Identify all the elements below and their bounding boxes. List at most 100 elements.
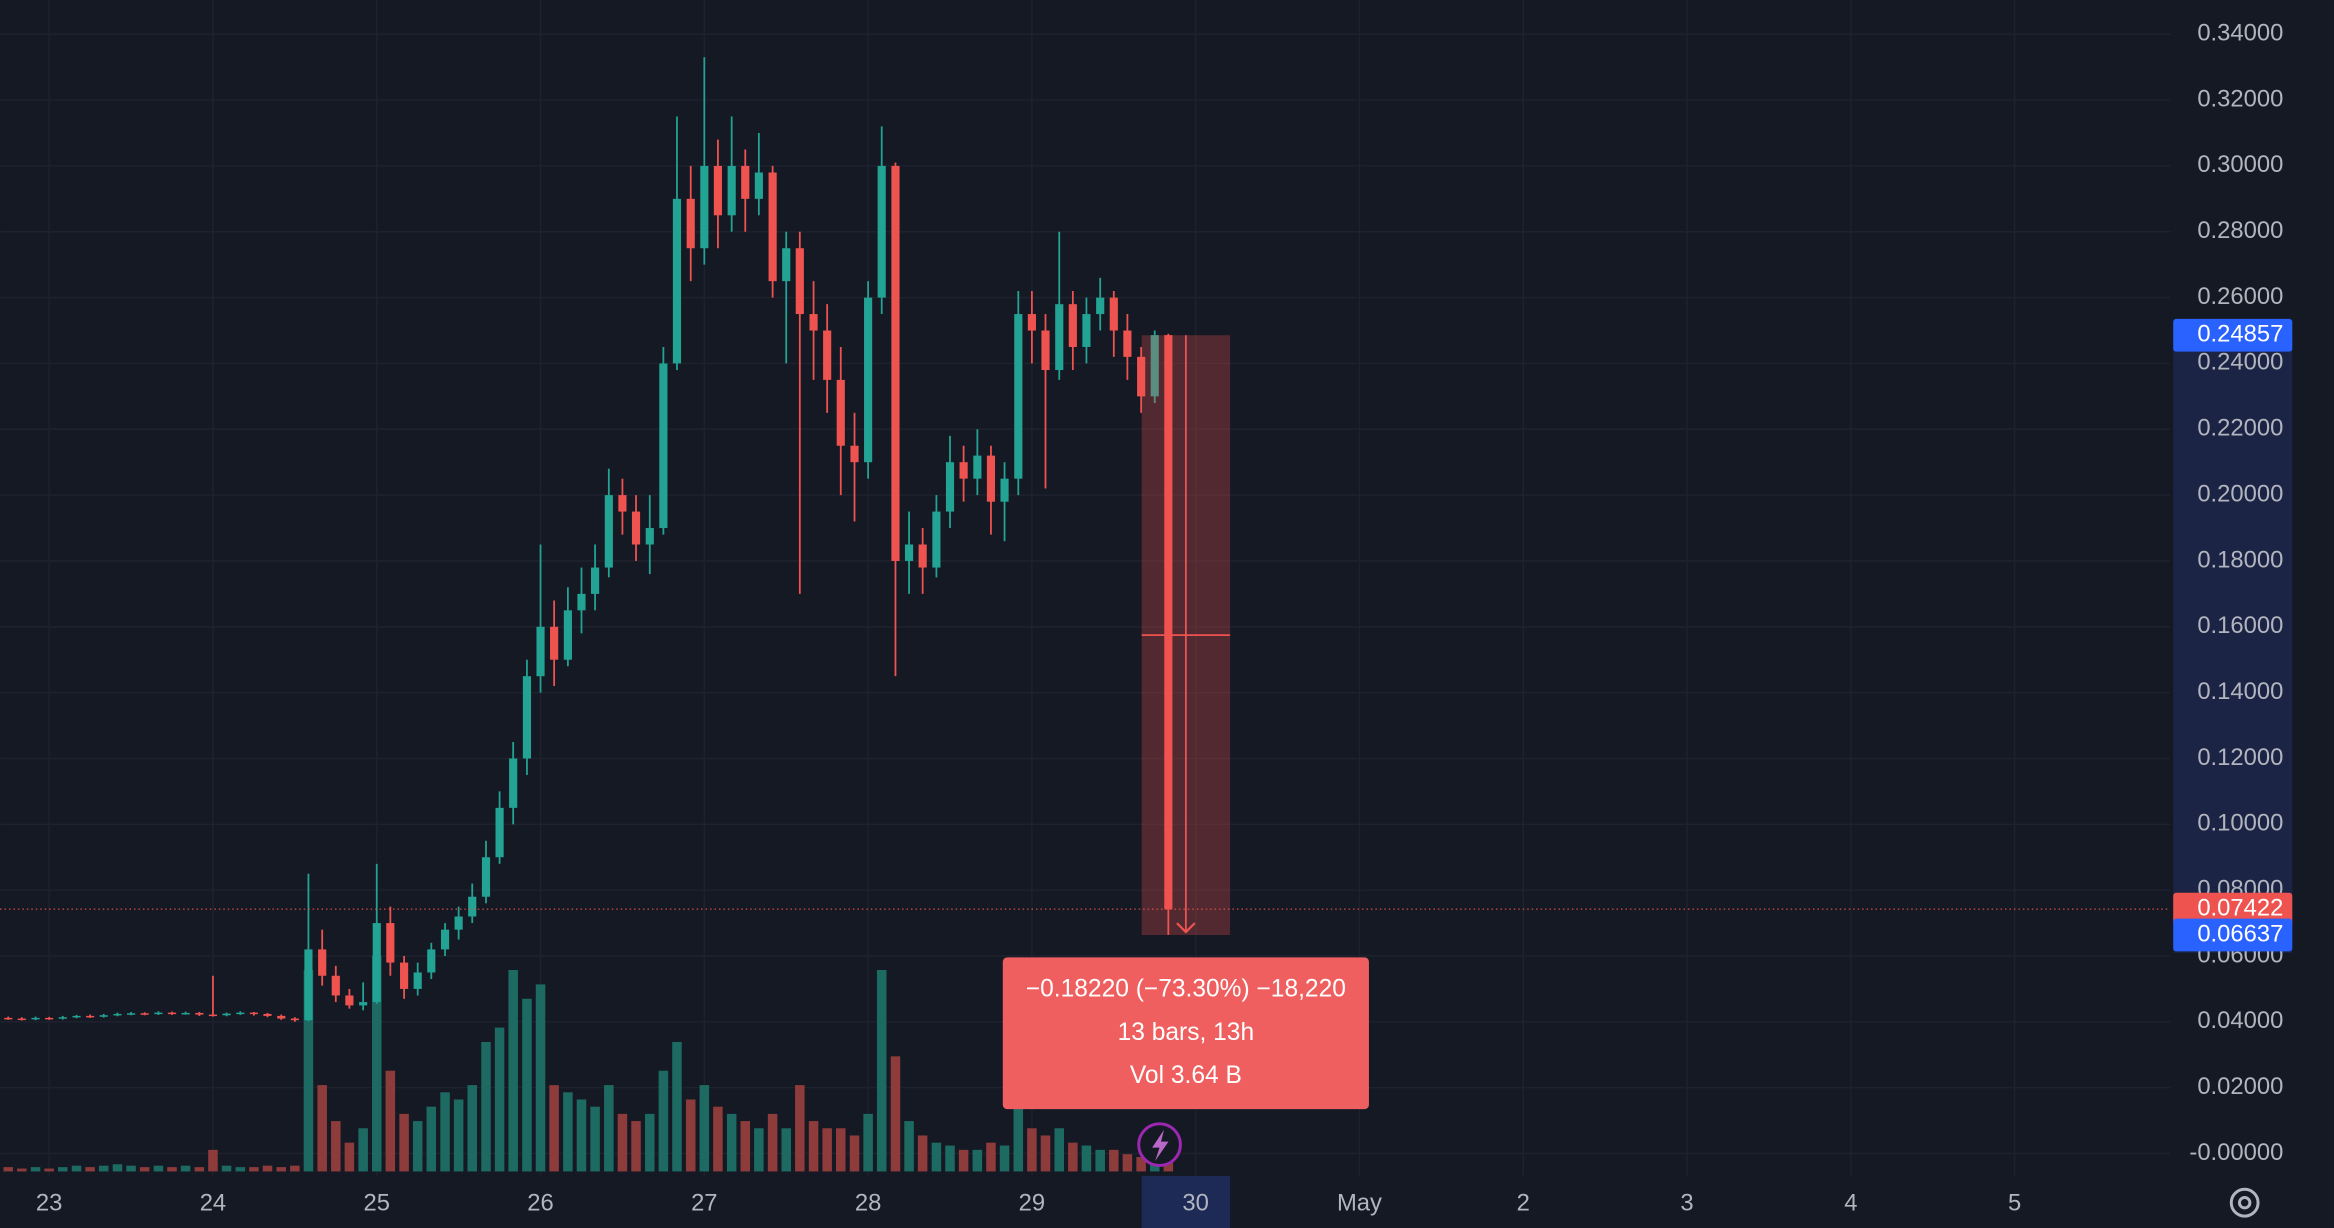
candle-body <box>645 528 654 545</box>
y-tick-label: 0.18000 <box>2197 546 2283 573</box>
y-tick-label: 0.10000 <box>2197 810 2283 837</box>
y-tick-label: 0.30000 <box>2197 151 2283 178</box>
candle-body <box>468 896 477 917</box>
candle-body <box>1123 330 1132 357</box>
volume-bar <box>440 1092 450 1172</box>
volume-bar <box>1040 1135 1051 1172</box>
y-tick-label: 0.04000 <box>2197 1007 2283 1034</box>
volume-bar <box>1068 1142 1078 1172</box>
volume-bar <box>972 1149 983 1172</box>
candle-body <box>1000 478 1009 502</box>
x-tick-label: 4 <box>1844 1189 1857 1216</box>
volume-bar <box>713 1106 723 1172</box>
candle-body <box>1164 335 1173 910</box>
volume-bar <box>604 1085 614 1172</box>
volume-bar <box>1027 1128 1037 1172</box>
x-tick-label: 29 <box>1019 1189 1045 1216</box>
candle-body <box>1082 314 1091 347</box>
x-tick-label: 24 <box>200 1189 226 1216</box>
candle-body <box>563 610 572 660</box>
x-tick-label: 30 <box>1182 1189 1208 1216</box>
candle-body <box>4 1017 13 1020</box>
x-tick-label: 3 <box>1680 1189 1693 1216</box>
volume <box>3 955 1174 1172</box>
x-tick-label: 5 <box>2008 1189 2021 1216</box>
candle-body <box>31 1017 40 1020</box>
price-range-highlight <box>2173 335 2293 953</box>
candle-body <box>345 995 354 1006</box>
candle-body <box>986 455 996 502</box>
candle-body <box>700 165 709 249</box>
candle-body <box>318 949 327 976</box>
volume-bar <box>781 1128 791 1172</box>
volume-bar <box>836 1128 846 1172</box>
gear-hub <box>2237 1195 2252 1210</box>
candle-body <box>140 1013 149 1015</box>
volume-bar <box>631 1121 641 1172</box>
candle-body <box>1055 304 1064 371</box>
candle-body <box>400 962 409 989</box>
candle-body <box>1150 335 1159 397</box>
axes: -0.000000.020000.040000.060000.080000.10… <box>36 20 2293 1228</box>
candle-body <box>386 923 395 963</box>
volume-bar <box>917 1135 928 1172</box>
candle-body <box>1041 330 1050 371</box>
volume-bar <box>904 1121 914 1172</box>
volume-bar <box>522 998 532 1172</box>
volume-bar <box>344 1142 355 1172</box>
candle-body <box>618 495 627 512</box>
volume-bar <box>876 969 887 1172</box>
candle-body <box>741 165 750 199</box>
candle-body <box>631 511 641 545</box>
x-tick-label: 25 <box>364 1189 390 1216</box>
volume-bar <box>590 1106 600 1172</box>
gear-ring <box>2229 1187 2260 1218</box>
candle-body <box>331 975 340 996</box>
volume-bar <box>71 1165 82 1172</box>
volume-bar <box>467 1085 477 1172</box>
volume-bar <box>167 1167 177 1172</box>
volume-bar <box>754 1128 764 1172</box>
volume-bar <box>535 984 546 1172</box>
candle-body <box>768 172 777 282</box>
candle-body <box>509 758 518 808</box>
candle-body <box>236 1012 245 1015</box>
volume-bar <box>208 1149 218 1172</box>
candle-body <box>1027 314 1036 331</box>
icons <box>1137 1122 2260 1218</box>
x-tick-label: 23 <box>36 1189 62 1216</box>
volume-bar <box>822 1128 832 1172</box>
y-tick-label: 0.20000 <box>2197 480 2283 507</box>
candle-body <box>945 462 955 512</box>
candle-body <box>167 1012 177 1015</box>
candle-body <box>1096 297 1105 315</box>
candle-body <box>113 1013 122 1016</box>
volume-bar <box>1054 1128 1065 1172</box>
candle-body <box>1014 314 1023 479</box>
volume-bar <box>126 1165 136 1172</box>
candle-body <box>126 1013 136 1015</box>
candle-body <box>1137 356 1146 397</box>
candle-body <box>973 455 982 479</box>
volume-bar <box>290 1165 300 1172</box>
volume-bar <box>1081 1145 1092 1172</box>
volume-bar <box>153 1165 164 1172</box>
x-tick-label: 26 <box>527 1189 553 1216</box>
candle-body <box>918 544 927 568</box>
candle-body <box>795 248 804 315</box>
settings-icon[interactable] <box>2229 1187 2260 1218</box>
volume-bar <box>235 1167 246 1172</box>
candle-body <box>249 1012 258 1015</box>
volume-bar <box>740 1121 751 1172</box>
candle-body <box>659 363 668 529</box>
candle-body <box>577 593 586 611</box>
candle-body <box>877 165 886 298</box>
candle-body <box>727 165 736 216</box>
volume-bar <box>508 969 518 1172</box>
price-label: 0.06637 <box>2197 920 2283 947</box>
candle-body <box>17 1018 26 1021</box>
volume-bar <box>399 1113 409 1172</box>
volume-bar <box>317 1085 327 1172</box>
volume-bar <box>180 1165 191 1172</box>
